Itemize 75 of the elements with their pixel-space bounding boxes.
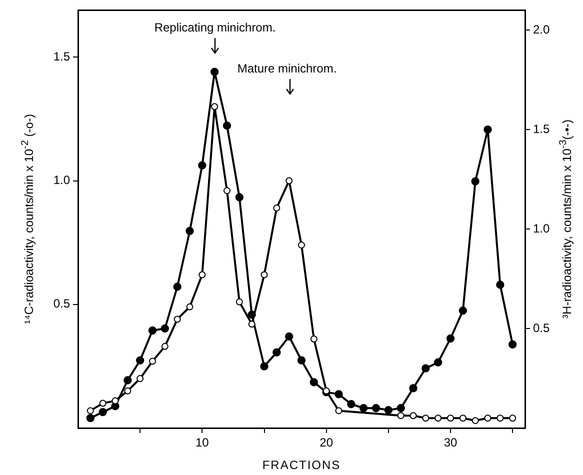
point: [396, 404, 405, 412]
point: [136, 375, 144, 382]
y-tick-label: 1.0: [53, 173, 70, 188]
y2-tick-label: 0.5: [533, 320, 550, 335]
point: [260, 271, 268, 278]
point: [86, 414, 95, 422]
point: [149, 358, 156, 365]
y2-tick-label: 1.0: [533, 221, 550, 236]
point: [484, 414, 492, 422]
point: [161, 342, 168, 350]
point: [484, 125, 492, 134]
point: [472, 417, 479, 424]
point: [174, 316, 181, 323]
point: [409, 384, 418, 392]
point: [186, 226, 194, 236]
point: [99, 400, 106, 407]
point: [284, 332, 294, 341]
point: [496, 414, 504, 422]
point: [310, 378, 318, 386]
point: [224, 187, 230, 194]
annotation: Replicating minichrom.: [154, 20, 276, 34]
point: [397, 412, 404, 420]
point: [210, 68, 219, 76]
point: [384, 406, 393, 414]
point: [148, 326, 157, 335]
point: [286, 177, 293, 184]
point: [422, 414, 430, 422]
point: [236, 298, 243, 306]
point: [310, 336, 318, 342]
point: [298, 242, 305, 249]
point: [446, 334, 455, 343]
point: [248, 320, 256, 328]
point: [272, 348, 281, 356]
point: [198, 161, 206, 170]
point: [198, 271, 206, 278]
point: [86, 407, 94, 414]
point: [496, 280, 504, 289]
annotation: Mature minichrom.: [237, 61, 337, 76]
point: [124, 376, 132, 384]
point: [509, 414, 516, 422]
point: [334, 390, 343, 398]
point: [508, 340, 517, 349]
point: [410, 412, 417, 420]
point: [186, 303, 194, 310]
point: [359, 404, 368, 412]
point: [173, 282, 182, 291]
y-tick-label: 1.5: [53, 49, 70, 64]
point: [297, 356, 306, 364]
x-tick-label: 10: [195, 436, 210, 450]
point: [222, 121, 232, 130]
point: [372, 404, 380, 412]
point: [471, 177, 480, 186]
point: [160, 324, 170, 333]
point: [235, 193, 244, 202]
point: [459, 414, 466, 422]
point: [124, 387, 132, 394]
point: [273, 204, 280, 212]
point: [447, 414, 454, 422]
y2-tick-label: 2.0: [533, 22, 550, 36]
x-tick-label: 30: [444, 436, 458, 450]
point: [434, 358, 442, 366]
point: [335, 407, 342, 414]
point: [136, 356, 144, 364]
point: [347, 400, 356, 408]
x-tick-label: 20: [320, 436, 334, 450]
point: [211, 103, 218, 110]
y2-tick-label: 1.5: [533, 122, 550, 136]
point: [422, 364, 430, 372]
point: [434, 414, 442, 422]
x-axis-title: FRACTIONS: [262, 458, 341, 472]
y-tick-label: 0.5: [53, 296, 70, 311]
point: [458, 306, 468, 315]
point: [98, 408, 107, 416]
point: [260, 362, 268, 370]
point: [112, 397, 119, 404]
